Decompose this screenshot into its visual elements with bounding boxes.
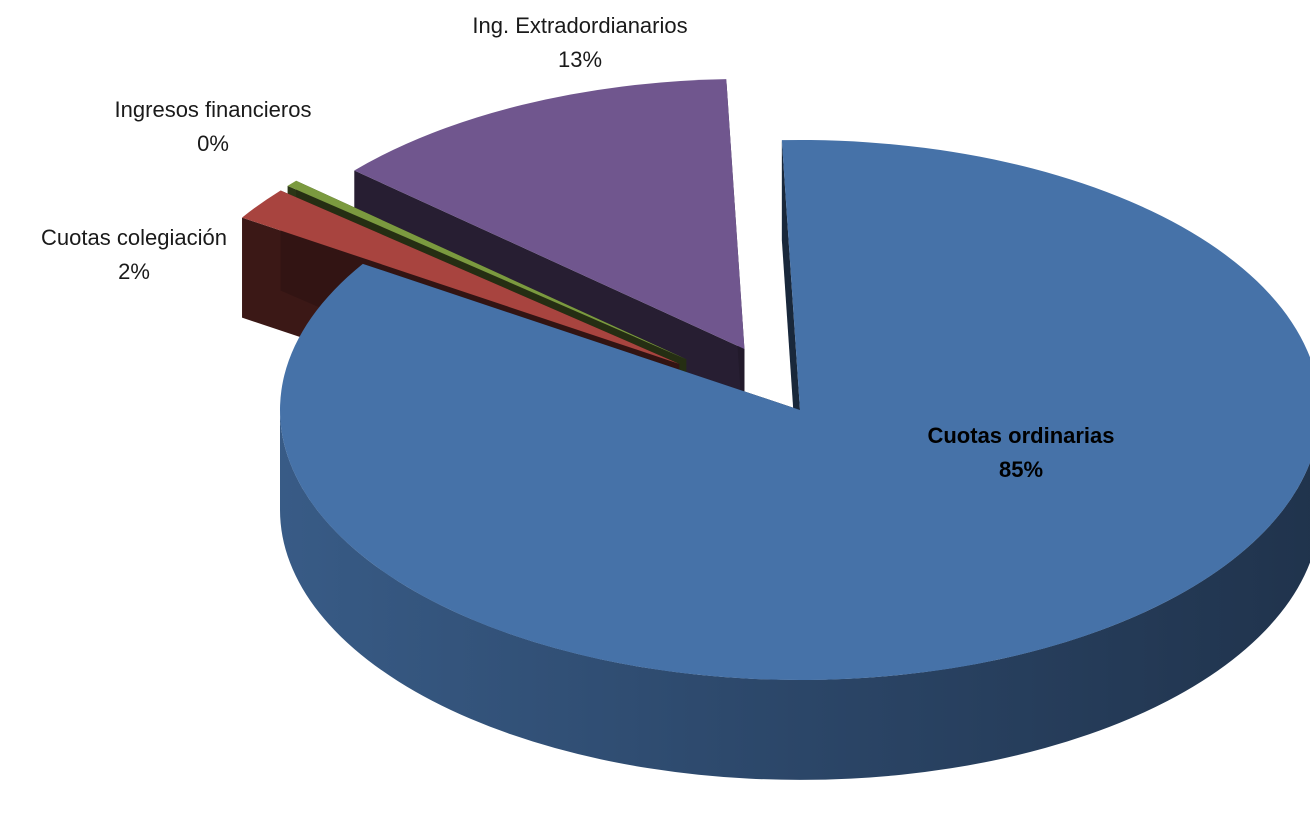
slice-cuotas-ordinarias — [280, 139, 1310, 780]
slice-name: Cuotas ordinarias — [927, 423, 1115, 448]
slice-label-ingresos-financieros: Ingresos financieros 0% — [115, 93, 312, 161]
slice-percent: 0% — [197, 131, 229, 156]
pie-tops-layer — [280, 139, 1310, 780]
slice-top-cuotas-ordinarias — [280, 139, 1310, 680]
slice-rim-cuotas-ordinarias — [280, 410, 1310, 780]
slice-percent: 13% — [557, 47, 603, 72]
slice-top-ingresos-financieros — [287, 180, 687, 360]
slice-name: Cuotas colegiación — [41, 225, 227, 250]
slice-name: Ingresos financieros — [114, 97, 312, 122]
slice-top-ing-extradordianarios — [354, 79, 745, 349]
slice-label-cuotas-ordinarias: Cuotas ordinarias 85% — [927, 419, 1114, 487]
slice-label-cuotas-colegiacion: Cuotas colegiación 2% — [41, 221, 227, 289]
slice-name: Ing. Extradordianarios — [472, 13, 688, 38]
slice-percent: 85% — [998, 457, 1044, 482]
slice-top-cuotas-colegiacion — [242, 190, 680, 364]
slice-label-ing-extraordinarios: Ing. Extradordianarios 13% — [472, 9, 687, 77]
slice-percent: 2% — [118, 259, 150, 284]
